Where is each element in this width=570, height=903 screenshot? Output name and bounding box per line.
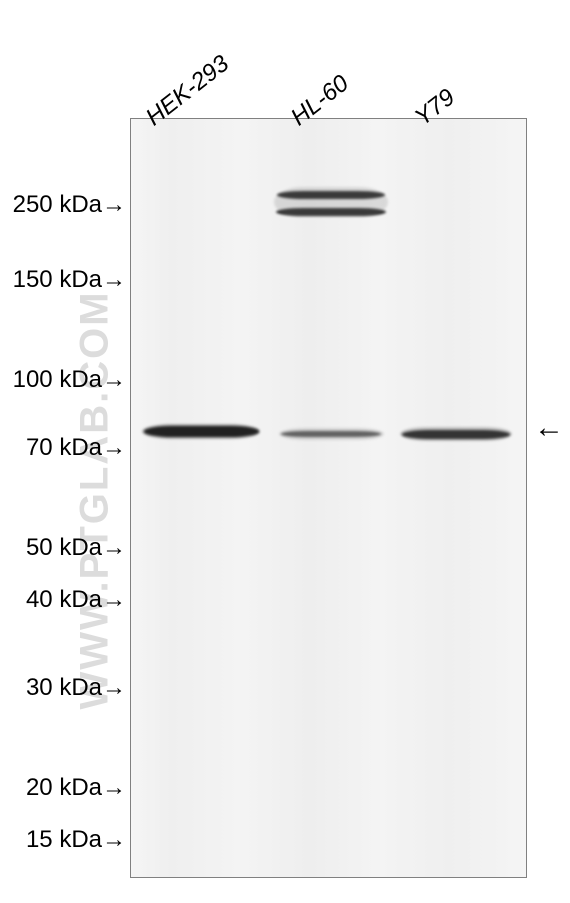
- watermark: WWW.PTGLAB.COM: [73, 290, 118, 709]
- membrane-shading: [131, 119, 526, 877]
- mw-marker-label: 30 kDa→: [26, 674, 126, 702]
- blot-band: [142, 424, 260, 439]
- mw-marker-label: 20 kDa→: [26, 774, 126, 802]
- target-band-arrow: ←: [534, 411, 564, 445]
- mw-marker-label: 15 kDa→: [26, 826, 126, 854]
- blot-band: [279, 428, 384, 440]
- mw-marker-label: 70 kDa→: [26, 434, 126, 462]
- blot-membrane: [130, 118, 527, 878]
- blot-band: [400, 427, 512, 441]
- mw-marker-label: 250 kDa→: [13, 191, 126, 219]
- mw-marker-label: 40 kDa→: [26, 586, 126, 614]
- mw-marker-label: 50 kDa→: [26, 534, 126, 562]
- mw-marker-label: 150 kDa→: [13, 266, 126, 294]
- mw-marker-label: 100 kDa→: [13, 366, 126, 394]
- blot-band: [274, 187, 388, 217]
